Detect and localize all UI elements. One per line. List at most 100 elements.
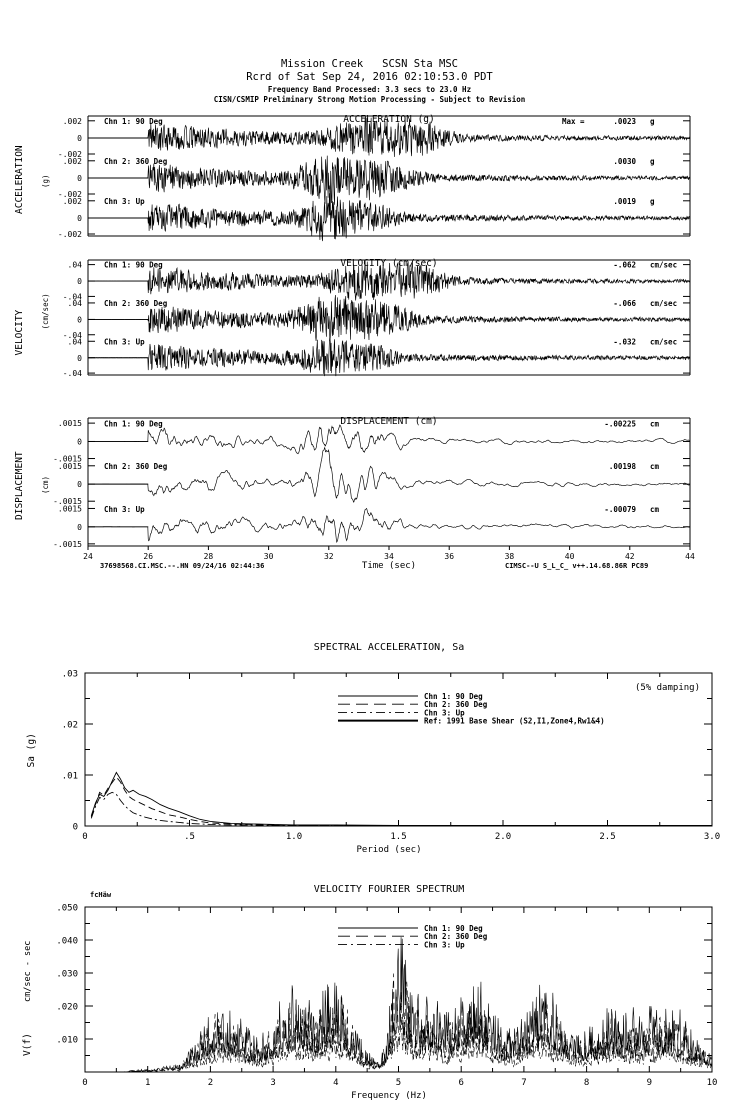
y-tick-label: .0015 xyxy=(58,504,82,513)
seismic-trace xyxy=(87,155,691,205)
legend-label: Ref: 1991 Base Shear (S2,I1,Zone4,Rw1&4) xyxy=(424,717,605,726)
max-value: -.00225 xyxy=(604,420,636,429)
y-tick-label: -.002 xyxy=(58,230,82,239)
y-tick-label: 0 xyxy=(77,214,82,223)
x-tick-label: 42 xyxy=(625,552,635,561)
panel-axis-units: (cm) xyxy=(41,476,50,494)
x-tick-label: 9 xyxy=(647,1078,652,1088)
max-unit: cm xyxy=(650,462,660,471)
max-value: .0023 xyxy=(613,117,636,126)
seismic-trace xyxy=(87,116,691,157)
channel-label: Chn 1: 90 Deg xyxy=(104,261,163,270)
x-tick-label: 1.5 xyxy=(390,832,406,842)
y-tick-label: 0 xyxy=(77,134,82,143)
panel-title: VELOCITY (cm/sec) xyxy=(340,258,437,269)
y-tick-label: -.002 xyxy=(58,150,82,159)
x-tick-label: 6 xyxy=(458,1078,463,1088)
sa-series-line xyxy=(90,771,712,826)
max-unit: g xyxy=(650,117,655,126)
x-tick-label: 3.0 xyxy=(704,832,720,842)
x-tick-label: 26 xyxy=(143,552,153,561)
x-tick-label: 0 xyxy=(82,1078,87,1088)
x-tick-label: 36 xyxy=(444,552,454,561)
timeseries-panel xyxy=(87,115,691,242)
footer-left: 37698568.CI.MSC.--.HN 09/24/16 02:44:36 xyxy=(100,562,264,570)
footer-right: CIMSC--U S_L_C_ v++.14.68.86R PC89 xyxy=(505,562,648,570)
x-tick-label: 0 xyxy=(82,832,87,842)
y-tick-label: -.0015 xyxy=(53,540,82,549)
max-unit: cm xyxy=(650,420,660,429)
x-tick-label: 40 xyxy=(565,552,575,561)
x-tick-label: 24 xyxy=(83,552,93,561)
max-unit: g xyxy=(650,157,655,166)
max-value: -.00079 xyxy=(604,505,636,514)
x-tick-label: 5 xyxy=(396,1078,401,1088)
y-tick-label: .010 xyxy=(56,1036,78,1046)
y-tick-label: -.04 xyxy=(63,369,82,378)
channel-label: Chn 3: Up xyxy=(104,337,145,346)
channel-label: Chn 2: 360 Deg xyxy=(104,299,168,308)
y-tick-label: .040 xyxy=(56,937,78,947)
x-tick-label: 7 xyxy=(521,1078,526,1088)
y-tick-label: .04 xyxy=(68,337,83,346)
max-unit: cm/sec xyxy=(650,299,677,308)
legend-label: Chn 1: 90 Deg xyxy=(424,692,483,701)
seismic-trace xyxy=(87,447,691,503)
legend-label: Chn 1: 90 Deg xyxy=(424,924,483,933)
x-tick-label: 34 xyxy=(384,552,394,561)
y-tick-label: .002 xyxy=(63,157,82,166)
sa-series-line xyxy=(90,791,712,826)
corner-label: fcHäw xyxy=(90,891,112,899)
y-tick-label: -.0015 xyxy=(53,497,82,506)
y-axis-label: V(f) xyxy=(22,1033,33,1056)
max-unit: cm/sec xyxy=(650,261,677,270)
y-tick-label: 0 xyxy=(77,354,82,363)
damping-annotation: (5% damping) xyxy=(635,683,700,693)
y-tick-label: .020 xyxy=(56,1003,78,1013)
legend-label: Chn 3: Up xyxy=(424,940,465,949)
max-unit: cm xyxy=(650,505,660,514)
header-line-4: CISN/CSMIP Preliminary Strong Motion Pro… xyxy=(213,95,526,104)
y-axis-units: cm/sec - sec xyxy=(23,941,33,1002)
chart-title: VELOCITY FOURIER SPECTRUM xyxy=(314,884,465,895)
x-tick-label: 38 xyxy=(505,552,515,561)
x-tick-label: 2.5 xyxy=(599,832,615,842)
y-tick-label: .002 xyxy=(63,117,82,126)
header-line-2: Rcrd of Sat Sep 24, 2016 02:10:53.0 PDT xyxy=(246,71,493,83)
channel-label: Chn 3: Up xyxy=(104,505,145,514)
max-value: -.032 xyxy=(613,337,636,346)
channel-label: Chn 2: 360 Deg xyxy=(104,462,168,471)
x-tick-label: 2.0 xyxy=(495,832,511,842)
x-tick-label: 28 xyxy=(204,552,214,561)
y-tick-label: .0015 xyxy=(58,419,82,428)
y-tick-label: 0 xyxy=(77,437,82,446)
seismic-trace xyxy=(87,295,691,341)
max-value: -.066 xyxy=(613,299,636,308)
sa-svg: SPECTRAL ACCELERATION, Sa 0 .5 1.0 1.5 2.0 2.5… xyxy=(26,642,720,855)
y-tick-label: 0 xyxy=(73,823,78,833)
seismic-trace xyxy=(88,192,691,242)
panel-axis-label: VELOCITY xyxy=(14,309,25,355)
channel-label: Chn 1: 90 Deg xyxy=(104,420,163,429)
x-tick-label: 1.0 xyxy=(286,832,302,842)
legend-label: Chn 2: 360 Deg xyxy=(424,700,488,709)
x-tick-label: .5 xyxy=(184,832,195,842)
seismic-trace xyxy=(87,336,690,377)
fs-series-line xyxy=(85,1012,713,1073)
max-prefix: Max = xyxy=(562,117,585,126)
max-unit: g xyxy=(650,197,655,206)
x-axis-label: Period (sec) xyxy=(356,845,421,855)
y-tick-label: -.04 xyxy=(63,331,82,340)
x-tick-label: 3 xyxy=(270,1078,275,1088)
channel-label: Chn 3: Up xyxy=(104,197,145,206)
channel-label: Chn 1: 90 Deg xyxy=(104,117,163,126)
channel-label: Chn 2: 360 Deg xyxy=(104,157,168,166)
legend-label: Chn 2: 360 Deg xyxy=(424,932,488,941)
max-value: -.062 xyxy=(613,261,636,270)
max-unit: cm/sec xyxy=(650,337,677,346)
panel-axis-label: DISPLACEMENT xyxy=(14,451,25,520)
y-tick-label: .01 xyxy=(62,772,78,782)
panel-axis-units: (cm/sec) xyxy=(41,293,50,329)
sa-series-line xyxy=(90,776,712,826)
y-tick-label: -.04 xyxy=(63,292,82,301)
